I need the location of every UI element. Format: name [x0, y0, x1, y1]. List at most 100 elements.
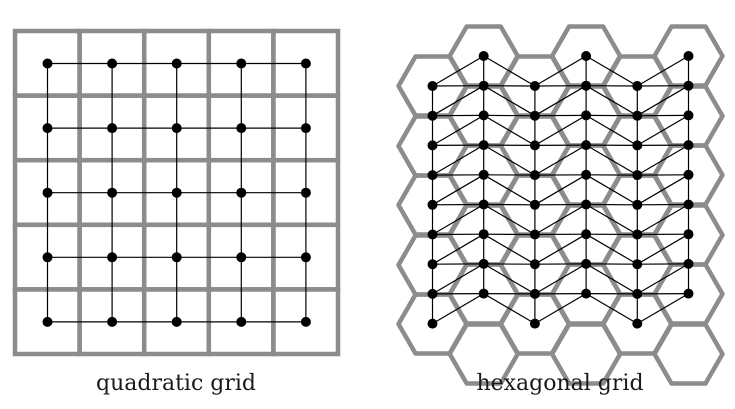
hexagonal-grid-nodes: [427, 51, 694, 329]
hex-node: [427, 81, 438, 91]
hex-edge-diagonal: [636, 55, 689, 87]
hex-node: [529, 170, 540, 181]
hex-edge-diagonal: [585, 203, 638, 236]
hex-node: [427, 229, 438, 240]
quad-node: [236, 252, 247, 263]
hex-node: [581, 110, 592, 121]
hex-edge-diagonal: [636, 293, 689, 325]
hex-edge-diagonal: [534, 55, 587, 87]
hex-edge-diagonal: [534, 233, 587, 265]
quad-node: [107, 58, 118, 69]
hex-node: [478, 80, 489, 91]
hex-edge-diagonal: [432, 293, 485, 325]
hex-node: [683, 229, 694, 240]
hex-edge-diagonal: [585, 144, 638, 176]
hex-node: [632, 318, 643, 329]
hex-edge-diagonal: [483, 114, 536, 146]
quad-node: [300, 252, 311, 263]
hex-edge-diagonal: [432, 174, 485, 206]
hex-node: [478, 110, 489, 121]
hex-node: [478, 288, 489, 299]
hex-edge-diagonal: [534, 263, 587, 295]
hex-edge-diagonal: [585, 293, 638, 325]
hex-node: [632, 170, 643, 181]
hex-node: [632, 110, 643, 121]
quad-node: [42, 316, 53, 327]
quad-node: [42, 252, 53, 263]
hex-node: [529, 140, 540, 151]
hex-edge-diagonal: [534, 174, 587, 206]
hex-node: [427, 259, 438, 270]
hexagonal-grid-caption: hexagonal grid: [476, 371, 643, 396]
quad-node: [236, 187, 247, 198]
hex-edge-diagonal: [534, 203, 587, 236]
hex-edge-diagonal: [636, 203, 689, 236]
quad-node: [300, 123, 311, 134]
hex-edge-diagonal: [432, 85, 485, 117]
hex-edge-diagonal: [483, 263, 536, 295]
hex-edge-diagonal: [432, 263, 485, 295]
hex-node: [632, 140, 643, 151]
hex-node: [632, 229, 643, 240]
hex-node: [632, 259, 643, 270]
hex-node: [683, 199, 694, 210]
quad-node: [171, 123, 182, 134]
hex-node: [529, 229, 540, 240]
hex-node: [683, 51, 694, 61]
quad-node: [42, 58, 53, 69]
quad-node: [171, 58, 182, 69]
quad-node: [107, 316, 118, 327]
hex-node: [478, 258, 489, 269]
hex-edge-diagonal: [636, 174, 689, 206]
hex-edge-diagonal: [534, 114, 587, 146]
hexagonal-grid-diagram: [396, 24, 725, 386]
hex-edge-diagonal: [483, 233, 536, 265]
hex-node: [427, 140, 438, 151]
hex-edge-diagonal: [636, 144, 689, 176]
hex-node: [581, 229, 592, 240]
hex-node: [581, 80, 592, 91]
quadratic-grid-diagram: [12, 28, 341, 357]
hex-node: [683, 258, 694, 269]
hex-edge-diagonal: [483, 203, 536, 236]
quadratic-grid-caption: quadratic grid: [96, 371, 256, 396]
hex-edge-diagonal: [483, 293, 536, 325]
hex-edge-diagonal: [585, 114, 638, 146]
quad-node: [107, 123, 118, 134]
hex-edge-diagonal: [483, 174, 536, 206]
hex-node: [427, 110, 438, 121]
hex-node: [581, 258, 592, 269]
hex-node: [427, 199, 438, 210]
hex-node: [427, 318, 438, 329]
hex-edge-diagonal: [585, 263, 638, 295]
quad-node: [171, 316, 182, 327]
hex-node: [581, 169, 592, 180]
hex-node: [427, 170, 438, 181]
hex-edge-diagonal: [432, 233, 485, 265]
hex-edge-diagonal: [534, 293, 587, 325]
hex-node: [478, 199, 489, 210]
hex-node: [529, 259, 540, 270]
quad-node: [236, 123, 247, 134]
quad-node: [236, 316, 247, 327]
hex-node: [632, 81, 643, 91]
hex-node: [529, 288, 540, 299]
hex-edge-diagonal: [585, 55, 638, 87]
hex-node: [581, 199, 592, 210]
hex-edge-diagonal: [534, 85, 587, 117]
hex-edge-diagonal: [636, 233, 689, 265]
quad-node: [107, 187, 118, 198]
hex-edge-diagonal: [432, 55, 485, 87]
hex-node: [581, 140, 592, 151]
hex-node: [529, 81, 540, 91]
hex-node: [581, 51, 592, 61]
hex-edge-diagonal: [636, 85, 689, 117]
hex-node: [683, 140, 694, 151]
quad-node: [300, 316, 311, 327]
quad-node: [300, 187, 311, 198]
hex-edge-diagonal: [432, 203, 485, 236]
hex-node: [478, 169, 489, 180]
quad-node: [42, 123, 53, 134]
hex-edge-diagonal: [585, 174, 638, 206]
